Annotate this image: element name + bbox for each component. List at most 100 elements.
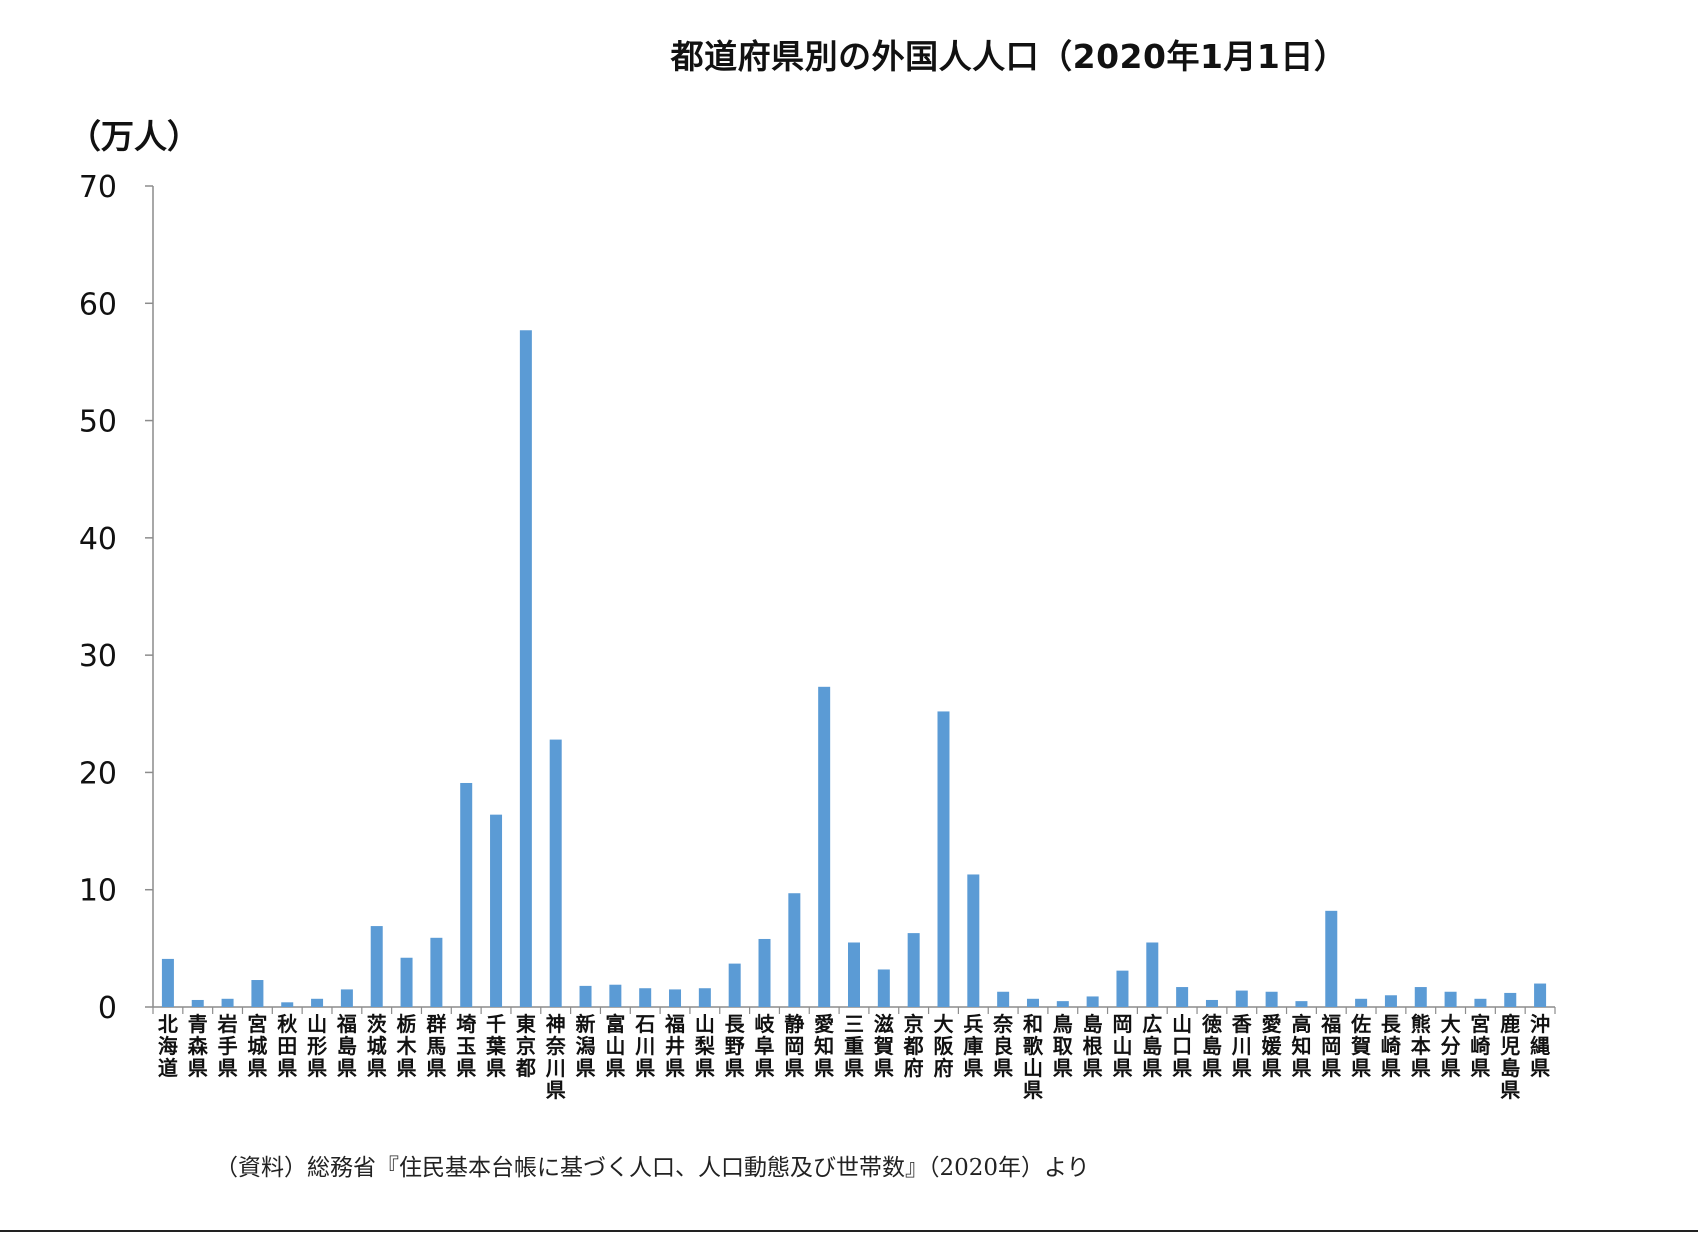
- x-category-label: 熊本県: [1411, 1012, 1431, 1080]
- bar: [311, 998, 324, 1007]
- bar: [1355, 998, 1368, 1007]
- x-category-label: 福岡県: [1320, 1012, 1341, 1080]
- bar: [1056, 1001, 1069, 1007]
- y-tick-label: 60: [79, 287, 117, 322]
- x-category-label: 長崎県: [1381, 1012, 1402, 1080]
- x-category-label: 茨城県: [367, 1012, 387, 1080]
- bar: [191, 999, 204, 1007]
- x-category-label: 新潟県: [576, 1012, 596, 1080]
- bar: [430, 937, 443, 1007]
- bar: [997, 991, 1010, 1007]
- bar: [1176, 987, 1189, 1007]
- x-category-label: 宮城県: [247, 1012, 267, 1080]
- x-category-label: 鳥取県: [1053, 1012, 1073, 1080]
- x-category-label: 埼玉県: [456, 1012, 476, 1080]
- bar: [1235, 990, 1248, 1007]
- x-category-label: 北海道: [158, 1012, 178, 1080]
- bar: [937, 711, 950, 1007]
- bar: [1444, 991, 1457, 1007]
- x-category-label: 福井県: [664, 1012, 685, 1080]
- x-category-label: 徳島県: [1201, 1012, 1222, 1080]
- bar: [1026, 998, 1039, 1007]
- bar: [1205, 999, 1218, 1007]
- x-category-label: 大分県: [1441, 1012, 1461, 1080]
- y-axis-unit-label: （万人）: [68, 117, 200, 156]
- x-category-label: 兵庫県: [963, 1012, 983, 1080]
- y-tick-label: 0: [98, 991, 117, 1026]
- x-category-label: 山形県: [307, 1012, 327, 1080]
- x-category-label: 富山県: [605, 1012, 625, 1080]
- bar: [907, 933, 920, 1007]
- bar: [1504, 992, 1517, 1007]
- x-category-label: 滋賀県: [873, 1012, 894, 1080]
- bar: [758, 938, 771, 1007]
- y-tick-label: 50: [79, 405, 117, 440]
- bar: [1414, 987, 1427, 1007]
- x-category-label: 愛知県: [814, 1012, 834, 1080]
- bar: [340, 989, 353, 1007]
- x-category-label: 青森県: [188, 1012, 209, 1080]
- bar: [579, 985, 592, 1007]
- bar: [788, 893, 801, 1007]
- x-category-label: 長野県: [725, 1012, 746, 1080]
- x-category-label: 広島県: [1142, 1012, 1162, 1080]
- x-category-label: 静岡県: [784, 1012, 804, 1080]
- x-category-label: 岐阜県: [755, 1012, 775, 1080]
- bar: [370, 926, 383, 1007]
- bar: [639, 988, 652, 1007]
- bar: [281, 1002, 294, 1007]
- bar: [1116, 970, 1129, 1007]
- x-category-label: 奈良県: [992, 1012, 1014, 1080]
- x-category-label: 大阪府: [933, 1012, 954, 1080]
- x-category-label: 岡山県: [1112, 1012, 1132, 1080]
- bar: [1325, 910, 1338, 1007]
- x-category-label: 東京都: [515, 1012, 536, 1080]
- bar: [1265, 991, 1278, 1007]
- x-category-label: 高知県: [1291, 1012, 1311, 1080]
- y-tick-label: 40: [79, 522, 117, 557]
- y-tick-label: 70: [79, 170, 117, 205]
- bar: [609, 984, 622, 1007]
- x-category-label: 山梨県: [695, 1012, 716, 1080]
- x-category-label: 鹿児島県: [1499, 1012, 1520, 1102]
- bar: [549, 739, 562, 1007]
- x-category-label: 宮崎県: [1470, 1012, 1490, 1080]
- x-category-label: 佐賀県: [1350, 1012, 1371, 1080]
- bar: [728, 963, 741, 1007]
- y-axis: 0 10 20 30 40 50 60 70: [79, 170, 154, 1026]
- bar-series: [161, 330, 1547, 1007]
- bar: [1295, 1001, 1308, 1007]
- bar: [161, 958, 174, 1007]
- source-note: （資料）総務省『住民基本台帳に基づく人口、人口動態及び世帯数』（2020年）より: [215, 1155, 1090, 1181]
- x-category-label: 三重県: [844, 1012, 864, 1080]
- x-category-label: 愛媛県: [1261, 1012, 1283, 1080]
- bar: [967, 874, 980, 1007]
- bar: [877, 969, 890, 1007]
- x-category-label: 京都府: [903, 1012, 924, 1080]
- bar: [1146, 942, 1159, 1007]
- x-category-label: 群馬県: [425, 1012, 446, 1080]
- y-tick-label: 10: [79, 874, 117, 909]
- x-category-label: 和歌山県: [1023, 1012, 1044, 1102]
- x-category-label: 山口県: [1172, 1012, 1192, 1080]
- y-tick-label: 20: [79, 756, 117, 791]
- category-labels: 北海道青森県岩手県宮城県秋田県山形県福島県茨城県栃木県群馬県埼玉県千葉県東京都神…: [158, 1012, 1550, 1102]
- x-category-label: 神奈川県: [545, 1012, 567, 1102]
- bar: [1534, 983, 1547, 1007]
- bar: [490, 814, 503, 1007]
- x-category-label: 栃木県: [396, 1012, 418, 1080]
- x-category-label: 福島県: [336, 1012, 357, 1080]
- x-category-label: 岩手県: [217, 1012, 238, 1080]
- x-category-label: 石川県: [634, 1012, 655, 1080]
- bar: [251, 980, 264, 1007]
- y-tick-label: 30: [79, 639, 117, 674]
- bar: [1384, 995, 1397, 1007]
- bar: [400, 957, 413, 1007]
- x-category-label: 秋田県: [277, 1012, 298, 1080]
- bar: [848, 942, 860, 1007]
- bar: [698, 988, 711, 1007]
- x-category-label: 沖縄県: [1530, 1012, 1550, 1080]
- bar: [1474, 998, 1487, 1007]
- x-category-label: 香川県: [1231, 1012, 1253, 1080]
